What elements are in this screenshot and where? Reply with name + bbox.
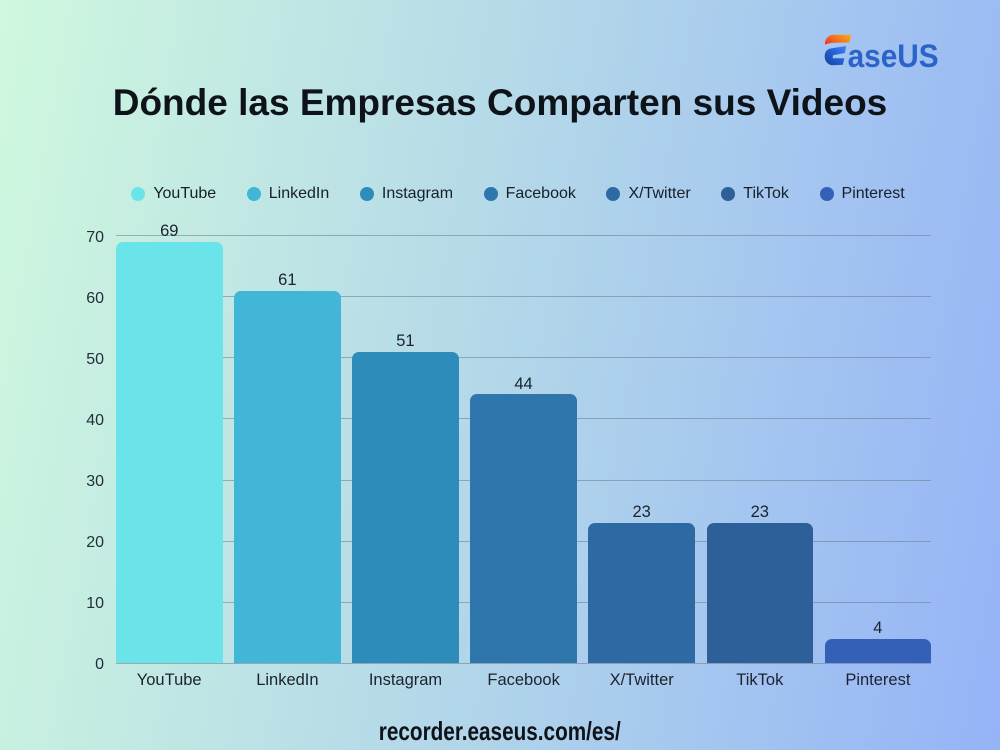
svg-text:aseUS: aseUS [848,38,939,68]
